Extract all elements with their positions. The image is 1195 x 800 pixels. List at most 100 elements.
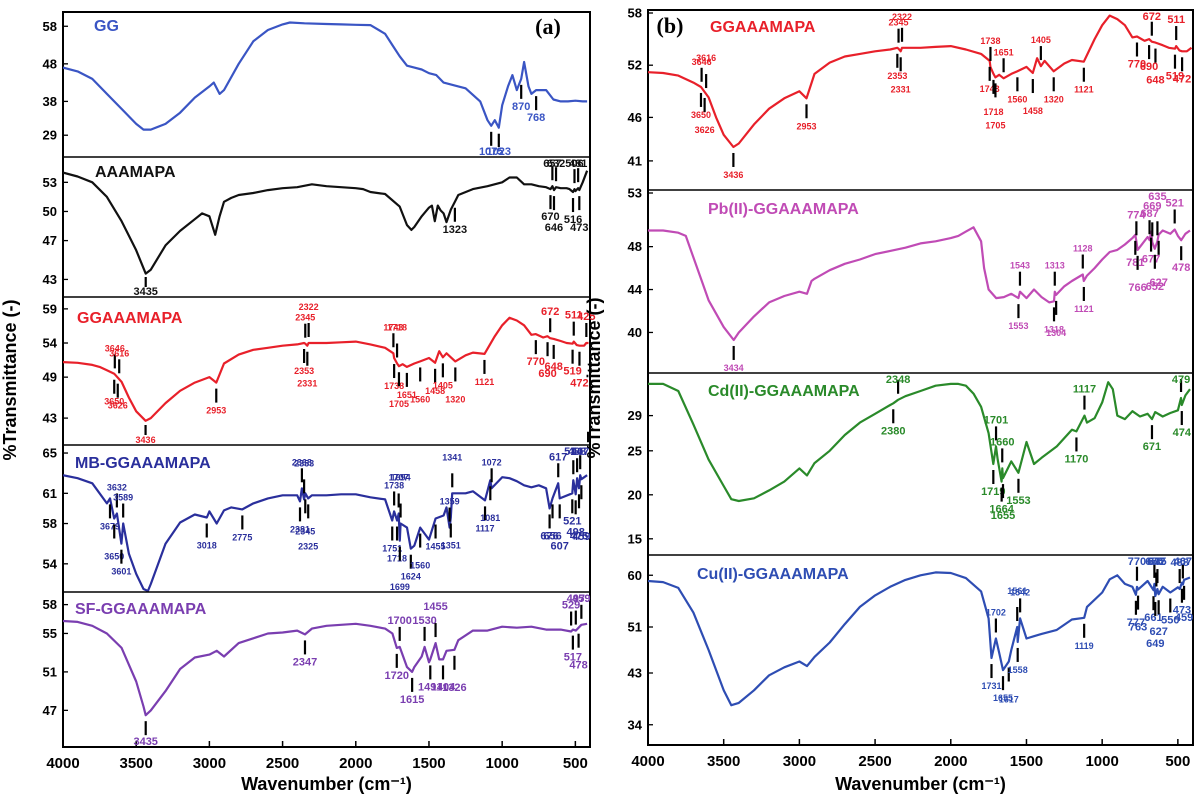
peak-label: 1405	[433, 380, 453, 390]
peak-label: 2345	[295, 526, 315, 536]
y-tick-label: 60	[628, 568, 642, 583]
peak-label: 2331	[297, 379, 317, 389]
peak-label: 1455	[423, 601, 447, 613]
y-tick-label: 46	[628, 110, 642, 125]
peak-label: 777	[1127, 617, 1145, 629]
peak-label: 672	[1143, 11, 1161, 23]
peak-label: 2953	[796, 121, 816, 131]
y-tick-label: 48	[43, 56, 57, 71]
y-tick-label: 20	[628, 487, 642, 502]
peak-label: 770	[1128, 556, 1146, 568]
peak-label: 766	[1128, 282, 1146, 294]
peak-label: 521	[563, 515, 581, 527]
peak-label: 473	[570, 222, 588, 234]
peak-label: 3650	[104, 552, 124, 562]
peak-label: 497	[567, 593, 585, 605]
y-tick-label: 43	[43, 272, 57, 287]
peak-label: 1326	[442, 682, 466, 694]
x-tick-label: 3000	[783, 753, 816, 770]
y-tick-label: 61	[43, 486, 57, 501]
peak-label: 3646	[692, 57, 712, 67]
peak-label: 1738	[384, 381, 404, 391]
peak-label: 1738	[980, 36, 1000, 46]
peak-label: 770	[1128, 58, 1146, 70]
peak-label: 1075	[479, 146, 503, 158]
x-tick-label: 4000	[631, 753, 664, 770]
x-tick-label: 2500	[266, 755, 299, 772]
sample-name-label: MB-GGAAAMAPA	[75, 455, 211, 472]
peak-label: 1718	[387, 554, 407, 564]
x-tick-label: 1500	[412, 755, 445, 772]
sample-name-label: GGAAAMAPA	[710, 19, 816, 36]
peak-label: 1705	[985, 120, 1005, 130]
peak-label: 2347	[293, 656, 317, 668]
peak-label: 1560	[410, 561, 430, 571]
peak-label: 1694	[391, 473, 411, 483]
peak-label: 655	[1145, 556, 1163, 568]
peak-label: 1651	[994, 47, 1014, 57]
sample-name-label: GGAAAMAPA	[77, 310, 183, 327]
peak-label: 1553	[1006, 495, 1030, 507]
panel-frame	[647, 9, 1194, 746]
peak-label: 529	[562, 600, 580, 612]
peak-label: 3626	[108, 401, 128, 411]
peak-label: 1705	[389, 399, 409, 409]
peak-label: 671	[1143, 441, 1161, 453]
peak-label: 2322	[892, 12, 912, 22]
peak-label: 2322	[299, 302, 319, 312]
peak-label: 3436	[723, 170, 743, 180]
peak-label: 677	[1142, 254, 1160, 266]
peak-label: 479	[1172, 374, 1190, 386]
peak-label: 467	[571, 446, 589, 458]
spectrum-line	[648, 571, 1191, 707]
spectrum-line	[648, 381, 1191, 503]
peak-label: 2368	[292, 457, 312, 467]
peak-label: 488	[568, 446, 586, 458]
peak-label: 516	[564, 214, 582, 226]
sample-name-label: Cd(II)-GGAAAMAPA	[708, 383, 860, 400]
x-tick-label: 2500	[858, 753, 891, 770]
peak-label: 425	[577, 311, 595, 323]
peak-label: 648	[1146, 75, 1164, 87]
peak-label: 2345	[889, 18, 909, 28]
y-tick-label: 41	[628, 153, 642, 168]
peak-label: 3601	[111, 567, 131, 577]
sample-name-label: Cu(II)-GGAAAMAPA	[697, 566, 849, 583]
peak-label: 635	[1148, 556, 1166, 568]
x-tick-label: 1000	[1085, 753, 1118, 770]
peak-label: 1655	[993, 693, 1013, 703]
spectrum-line	[648, 226, 1191, 342]
peak-label: 473	[1173, 605, 1191, 617]
y-tick-label: 34	[628, 717, 643, 732]
spectrum-line	[63, 170, 589, 275]
x-axis-title: Wavenumber (cm⁻¹)	[835, 774, 1006, 794]
spectrum-line	[63, 619, 588, 717]
peak-label: 3434	[724, 363, 744, 373]
peak-label: 1304	[1046, 328, 1066, 338]
peak-label: 3435	[133, 286, 157, 298]
peak-label: 3650	[104, 397, 124, 407]
peak-label: 1560	[1007, 94, 1027, 104]
peak-label: 1128	[1073, 244, 1093, 254]
peak-label: 649	[1146, 638, 1164, 650]
peak-label: 506	[565, 158, 583, 170]
peak-label: 1743	[383, 322, 403, 332]
peak-label: 1617	[999, 695, 1019, 705]
y-tick-label: 54	[43, 556, 58, 571]
y-tick-label: 59	[43, 301, 57, 316]
peak-label: 1738	[384, 480, 404, 490]
peak-label: 467	[1174, 556, 1192, 568]
peak-label: 2331	[891, 84, 911, 94]
peak-label: 2381	[290, 524, 310, 534]
peak-label: 1660	[990, 436, 1014, 448]
x-tick-label: 500	[1165, 753, 1190, 770]
peak-label: 488	[1170, 557, 1188, 569]
peak-label: 475	[570, 530, 588, 542]
peak-label: 1458	[1023, 106, 1043, 116]
peak-label: 459	[572, 593, 590, 605]
peak-label: 676	[540, 530, 558, 542]
x-axis-title: Wavenumber (cm⁻¹)	[241, 774, 412, 794]
peak-label: 1323	[443, 224, 467, 236]
peak-label: 1121	[1074, 304, 1094, 314]
peak-label: 478	[569, 660, 587, 672]
